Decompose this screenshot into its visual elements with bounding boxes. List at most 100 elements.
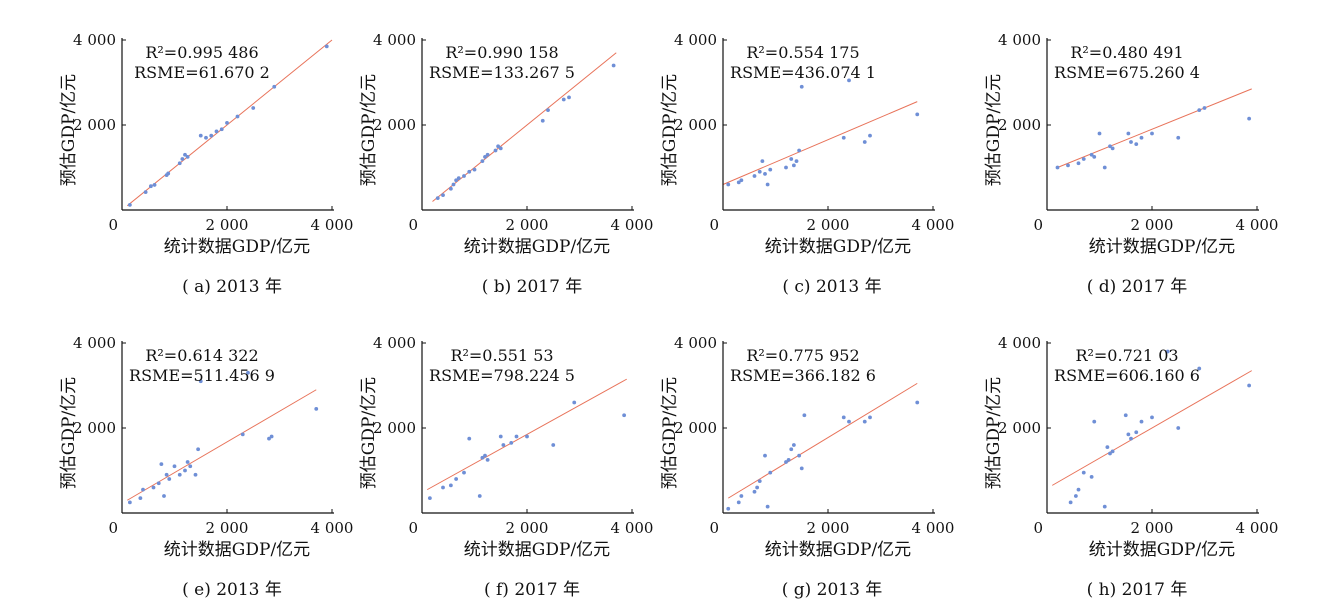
data-point xyxy=(752,174,757,178)
data-point xyxy=(1081,157,1086,161)
data-point xyxy=(477,494,482,498)
data-point xyxy=(525,434,529,439)
data-point xyxy=(152,183,157,187)
panel-caption: ( a) 2013 年 xyxy=(182,277,282,297)
data-point xyxy=(1134,430,1139,435)
data-point xyxy=(427,496,432,501)
r2-annotation: R²=0.554 175 xyxy=(746,43,859,62)
data-point xyxy=(185,460,190,464)
data-point xyxy=(472,167,477,172)
x-tick-label: 4 000 xyxy=(611,216,654,234)
data-point xyxy=(802,413,807,418)
y-tick-label: 4 000 xyxy=(998,31,1041,49)
scatter-panel: 2 000 4 000 0 2 000 4 000 R²=0.775 952RSME=36… xyxy=(660,334,954,600)
panel-caption: ( d) 2017 年 xyxy=(1087,277,1188,297)
data-point xyxy=(156,481,161,486)
data-point xyxy=(1247,116,1252,121)
data-point xyxy=(1123,413,1128,418)
data-point xyxy=(739,178,744,183)
data-point xyxy=(138,496,143,501)
data-point xyxy=(789,447,794,452)
r2-annotation: R²=0.480 491 xyxy=(1070,43,1183,62)
y-tick-label: 2 000 xyxy=(674,116,717,134)
x-tick-label: 4 000 xyxy=(912,519,955,537)
data-point xyxy=(862,419,867,424)
rsme-annotation: RSME=133.267 5 xyxy=(429,63,575,82)
data-point xyxy=(435,196,440,201)
x-axis-label: 统计数据GDP/亿元 xyxy=(464,237,610,257)
data-point xyxy=(791,163,796,168)
data-point xyxy=(480,455,485,460)
y-tick-label: 2 000 xyxy=(73,419,116,437)
data-point xyxy=(501,443,506,447)
r2-annotation: R²=0.775 952 xyxy=(746,346,859,365)
data-point xyxy=(141,487,145,492)
data-point xyxy=(757,169,762,174)
data-point xyxy=(493,148,498,153)
data-point xyxy=(1108,144,1112,149)
data-point xyxy=(454,477,459,481)
data-point xyxy=(868,133,872,138)
r2-annotation: R²=0.614 322 xyxy=(145,346,258,365)
data-point xyxy=(794,159,799,164)
data-point xyxy=(1150,415,1154,420)
y-axis-label: 预估GDP/亿元 xyxy=(660,74,680,186)
x-axis-label: 统计数据GDP/亿元 xyxy=(164,540,310,560)
data-point xyxy=(540,118,545,123)
scatter-panel: 2 000 4 000 0 2 000 4 000 R²=0.554 175RSME=43… xyxy=(660,31,954,297)
x-tick-label: 0 xyxy=(709,519,719,537)
data-point xyxy=(752,489,757,494)
data-point xyxy=(1129,436,1133,441)
scatter-panel: 2 000 4 000 0 2 000 4 000 R²=0.551 53RSME=798… xyxy=(359,334,653,600)
data-point xyxy=(246,370,250,375)
scatter-panel: 2 000 4 000 0 2 000 4 000 R²=0.990 158RSME=13… xyxy=(359,31,653,297)
data-point xyxy=(143,190,148,195)
data-point xyxy=(1197,366,1202,371)
r2-annotation: R²=0.721 03 xyxy=(1075,346,1178,365)
data-point xyxy=(164,472,169,477)
data-point xyxy=(915,400,920,405)
rsme-annotation: RSME=511.456 9 xyxy=(129,366,275,385)
data-point xyxy=(1126,432,1131,437)
rsme-annotation: RSME=675.260 4 xyxy=(1054,63,1200,82)
data-point xyxy=(496,144,501,149)
fit-line xyxy=(727,382,918,499)
y-tick-label: 2 000 xyxy=(998,116,1041,134)
x-tick-label: 0 xyxy=(408,519,418,537)
data-point xyxy=(1110,146,1115,151)
panel-caption: ( e) 2013 年 xyxy=(182,580,282,600)
data-point xyxy=(462,174,466,178)
y-tick-label: 2 000 xyxy=(674,419,717,437)
data-point xyxy=(726,182,731,187)
data-point xyxy=(166,171,171,176)
data-point xyxy=(267,436,271,441)
data-point xyxy=(251,106,256,110)
x-tick-label: 2 000 xyxy=(206,216,249,234)
data-point xyxy=(235,114,240,119)
r2-annotation: R²=0.995 486 xyxy=(145,43,258,62)
data-point xyxy=(198,133,203,138)
x-tick-label: 2 000 xyxy=(506,519,549,537)
x-tick-label: 0 xyxy=(709,216,719,234)
data-point xyxy=(1139,419,1144,424)
fit-line xyxy=(126,39,333,207)
y-tick-label: 4 000 xyxy=(73,334,116,352)
panel-caption: ( h) 2017 年 xyxy=(1087,580,1188,600)
y-axis-label: 预估GDP/亿元 xyxy=(359,74,379,186)
y-axis-label: 预估GDP/亿元 xyxy=(59,377,79,489)
x-tick-label: 2 000 xyxy=(1131,519,1174,537)
data-point xyxy=(1105,445,1110,450)
x-axis-label: 统计数据GDP/亿元 xyxy=(765,540,911,560)
data-point xyxy=(498,146,503,151)
data-point xyxy=(180,157,185,161)
data-point xyxy=(739,494,744,498)
data-point xyxy=(1197,108,1202,113)
data-point xyxy=(915,112,920,117)
data-point xyxy=(1129,140,1133,144)
data-point xyxy=(799,84,804,89)
data-point xyxy=(214,129,219,134)
data-point xyxy=(183,468,187,473)
data-point xyxy=(736,500,741,505)
data-point xyxy=(196,447,201,452)
data-point xyxy=(1076,487,1081,492)
